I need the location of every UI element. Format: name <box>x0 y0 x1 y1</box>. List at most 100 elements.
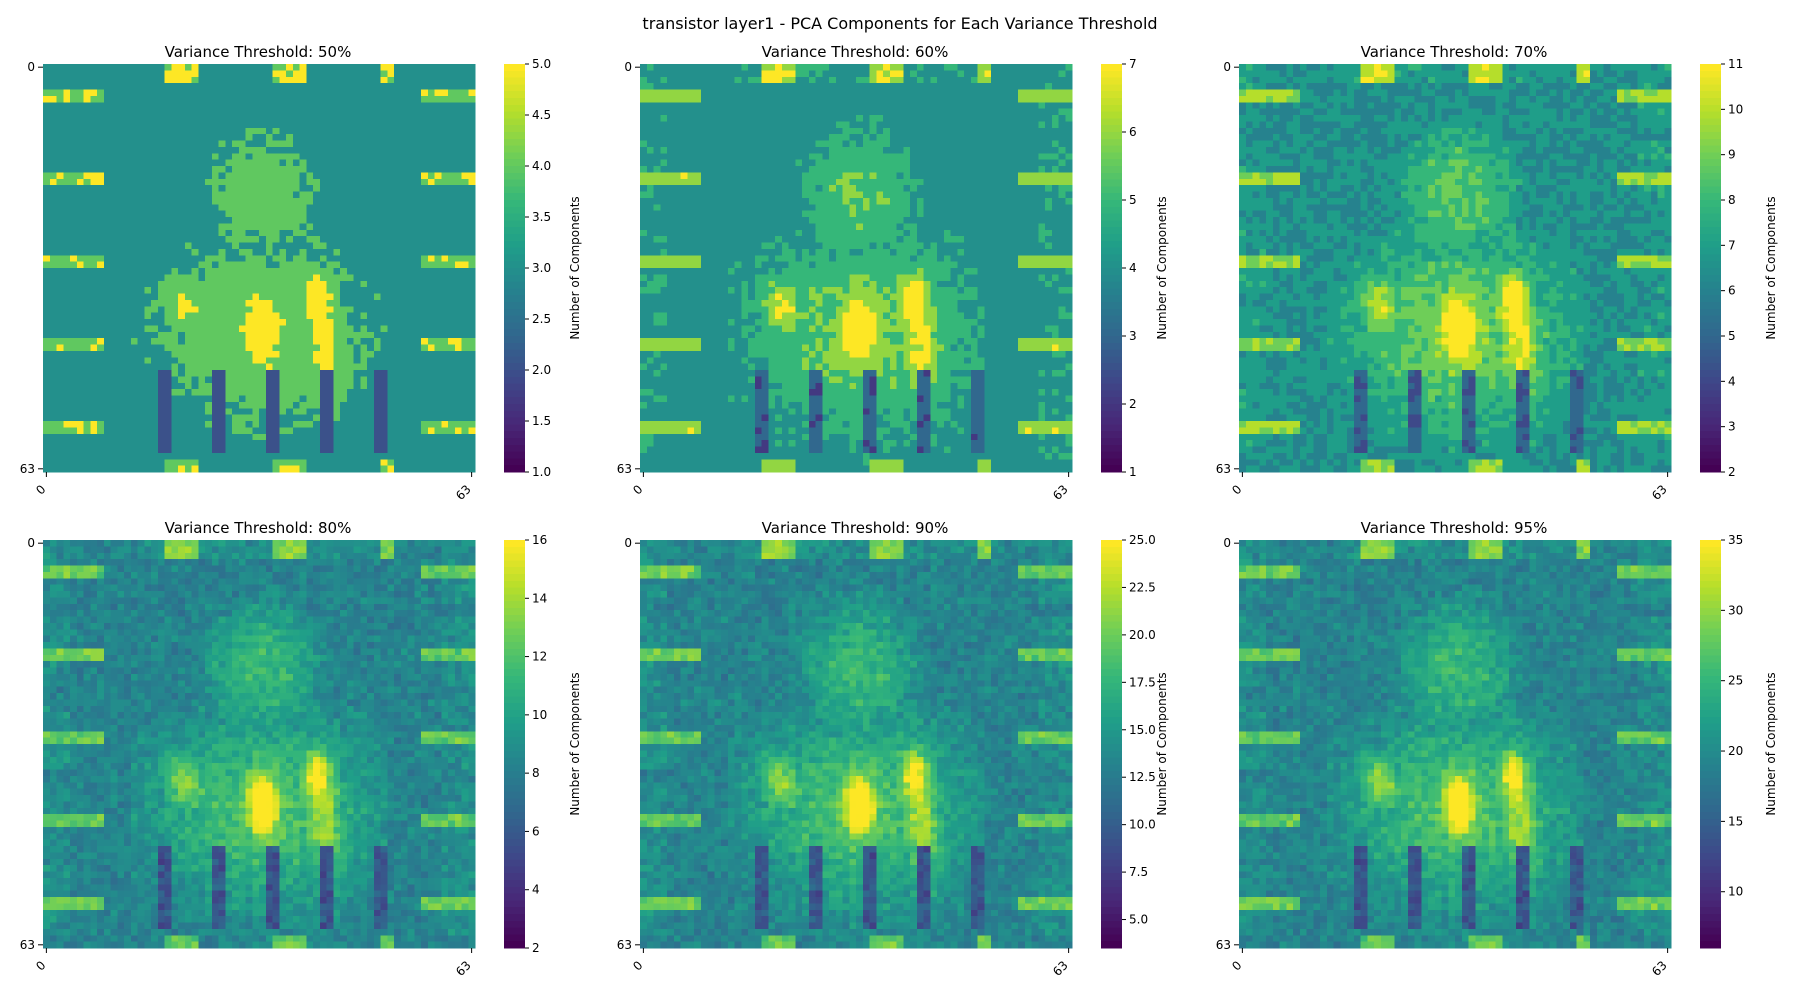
heatmap-cell <box>70 299 78 307</box>
heatmap-cell <box>232 178 240 186</box>
heatmap-cell <box>346 331 354 339</box>
heatmap-cell <box>157 121 165 129</box>
heatmap-cell <box>171 382 179 390</box>
heatmap-cell <box>144 268 152 275</box>
heatmap-cell <box>781 64 789 71</box>
heatmap-cell <box>421 408 429 416</box>
heatmap-cell <box>245 108 253 116</box>
heatmap-cell <box>232 134 240 141</box>
heatmap-cell <box>360 89 368 97</box>
heatmap-cell <box>191 325 199 333</box>
heatmap-cell <box>387 223 395 231</box>
heatmap-cell <box>1058 70 1066 78</box>
heatmap-cell <box>238 70 246 78</box>
heatmap-cell <box>333 344 341 352</box>
heatmap-cell <box>184 159 192 167</box>
heatmap-cell <box>151 433 159 441</box>
heatmap-cell <box>117 306 125 314</box>
heatmap-cell <box>768 127 776 135</box>
heatmap-cell <box>184 223 192 231</box>
heatmap-cell <box>90 274 98 282</box>
heatmap-cell <box>822 95 830 103</box>
heatmap-cell <box>306 210 314 218</box>
heatmap-cell <box>313 350 321 358</box>
heatmap-cell <box>130 153 138 161</box>
heatmap-cell <box>768 121 776 129</box>
heatmap-cell <box>394 401 402 409</box>
heatmap-cell <box>144 166 152 173</box>
heatmap-cell <box>441 376 449 384</box>
heatmap-cell <box>184 363 192 371</box>
heatmap-cell <box>910 70 918 78</box>
heatmap-cell <box>394 210 402 218</box>
heatmap-cell <box>151 236 159 243</box>
heatmap-cell <box>360 274 368 282</box>
heatmap-cell <box>326 427 334 435</box>
heatmap-cell <box>970 64 978 71</box>
heatmap-cell <box>232 217 240 224</box>
heatmap-cell <box>259 89 267 97</box>
heatmap-cell <box>367 299 375 307</box>
heatmap-cell <box>205 153 213 161</box>
heatmap-cell <box>373 440 381 447</box>
heatmap-cell <box>943 115 951 122</box>
heatmap-cell <box>198 108 206 116</box>
heatmap-cell <box>427 293 435 301</box>
heatmap-cell <box>83 76 91 84</box>
heatmap-cell <box>70 76 78 84</box>
heatmap-cell <box>468 452 476 460</box>
heatmap-cell <box>441 248 449 256</box>
heatmap-cell <box>454 408 462 416</box>
heatmap-cell <box>468 287 476 294</box>
heatmap-cell <box>232 159 240 167</box>
heatmap-cell <box>407 382 415 390</box>
heatmap-cell <box>70 319 78 326</box>
heatmap-cell <box>292 248 300 256</box>
heatmap-cell <box>124 115 132 122</box>
heatmap-cell <box>360 376 368 384</box>
heatmap-cell <box>367 306 375 314</box>
heatmap-cell <box>353 370 361 377</box>
heatmap-cell <box>97 293 105 301</box>
heatmap-cell <box>117 312 125 320</box>
heatmap-cell <box>360 242 368 250</box>
heatmap-cell <box>468 382 476 390</box>
heatmap-cell <box>286 376 294 384</box>
heatmap-cell <box>218 185 226 192</box>
heatmap-cell <box>144 433 152 441</box>
heatmap-cell <box>727 108 735 116</box>
heatmap-cell <box>313 382 321 390</box>
heatmap-cell <box>83 306 91 314</box>
heatmap-cell <box>171 440 179 447</box>
heatmap-cell <box>164 446 172 454</box>
heatmap-cell <box>454 140 462 148</box>
heatmap-cell <box>1065 102 1073 110</box>
heatmap-cell <box>198 382 206 390</box>
heatmap-cell <box>421 382 429 390</box>
heatmap-cell <box>272 293 280 301</box>
heatmap-cell <box>407 134 415 141</box>
heatmap-cell <box>367 370 375 377</box>
heatmap-cell <box>184 102 192 110</box>
heatmap-cell <box>306 363 314 371</box>
heatmap-cell <box>286 178 294 186</box>
heatmap-cell <box>1018 108 1026 116</box>
heatmap-cell <box>448 395 456 403</box>
heatmap-cell <box>876 108 884 116</box>
heatmap-cell <box>313 376 321 384</box>
heatmap-cell <box>232 338 240 345</box>
heatmap-cell <box>761 121 769 129</box>
heatmap-cell <box>259 172 267 180</box>
heatmap-cell <box>937 115 945 122</box>
heatmap-cell <box>151 395 159 403</box>
heatmap-cell <box>63 319 71 326</box>
heatmap-cell <box>721 115 729 122</box>
heatmap-cell <box>326 344 334 352</box>
heatmap-cell <box>360 433 368 441</box>
heatmap-cell <box>694 140 702 148</box>
heatmap-cell <box>714 115 722 122</box>
heatmap-cell <box>56 299 64 307</box>
heatmap-cell <box>448 389 456 396</box>
heatmap-cell <box>653 121 661 129</box>
heatmap-cell <box>407 306 415 314</box>
